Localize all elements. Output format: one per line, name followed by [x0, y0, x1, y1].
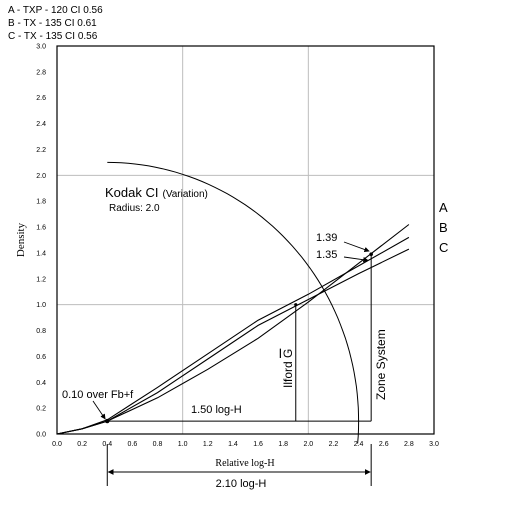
- zone-point: [369, 252, 373, 257]
- zone-system-label: Zone System: [374, 329, 388, 400]
- x-tick-label: 2.2: [329, 441, 339, 448]
- kodak-ci-label: Kodak CI (Variation): [105, 185, 208, 200]
- x-tick-label: 1.2: [203, 441, 213, 448]
- y-tick-label: 0.8: [36, 328, 46, 335]
- x-axis-label: Relative log-H: [215, 458, 274, 469]
- y-tick-label: 2.0: [36, 173, 46, 180]
- y-tick-label: 2.6: [36, 95, 46, 102]
- x-tick-label: 0.8: [153, 441, 163, 448]
- value-139-label: 1.39: [316, 232, 337, 244]
- plot-frame: [56, 45, 435, 435]
- x-tick-label: 2.0: [303, 441, 313, 448]
- radius-arc: [107, 161, 360, 444]
- ilford-g-label: Ilford G: [281, 349, 295, 388]
- series-label-c: C: [439, 240, 448, 255]
- x-tick-label: 2.4: [354, 441, 364, 448]
- y-tick-label: 3.0: [36, 44, 46, 51]
- series-label-b: B: [439, 220, 448, 235]
- y-tick-label: 1.4: [36, 250, 46, 257]
- x-tick-label: 1.4: [228, 441, 238, 448]
- legend-entry-c: C - TX - 135 CI 0.56: [8, 31, 98, 42]
- y-tick-label: 1.2: [36, 276, 46, 283]
- y-tick-label: 2.4: [36, 121, 46, 128]
- x-tick-label: 1.0: [178, 441, 188, 448]
- y-tick-label: 1.8: [36, 199, 46, 206]
- x-tick-label: 2.8: [404, 441, 414, 448]
- legend-entry-a: A - TXP - 120 CI 0.56: [8, 5, 103, 16]
- x-tick-label: 3.0: [429, 441, 439, 448]
- y-tick-label: 1.6: [36, 225, 46, 232]
- series-line-a: [56, 224, 410, 435]
- y-tick-label: 0.2: [36, 406, 46, 413]
- x-tick-label: 0.6: [128, 441, 138, 448]
- series-line-c: [56, 248, 410, 435]
- y-tick-label: 2.8: [36, 69, 46, 76]
- fb-point: [105, 418, 110, 424]
- x-tick-label: 0.2: [77, 441, 87, 448]
- value-135-label: 1.35: [316, 249, 337, 261]
- span-150-label: 1.50 log-H: [191, 404, 242, 416]
- y-axis-label: Density: [15, 222, 27, 257]
- x-tick-label: 2.6: [379, 441, 389, 448]
- x-tick-label: 1.6: [253, 441, 263, 448]
- y-tick-label: 1.0: [36, 302, 46, 309]
- arrow-fb: [92, 400, 106, 420]
- ilford-point: [294, 303, 298, 307]
- y-tick-label: 0.4: [36, 380, 46, 387]
- series-label-a: A: [439, 200, 448, 215]
- x-tick-label: 0.0: [52, 441, 62, 448]
- legend-entry-b: B - TX - 135 CI 0.61: [8, 18, 97, 29]
- y-tick-label: 0.0: [36, 432, 46, 439]
- x-tick-label: 1.8: [278, 441, 288, 448]
- span-210-label: 2.10 log-H: [216, 478, 267, 490]
- fb-label: 0.10 over Fb+f: [62, 389, 134, 401]
- arrow-139: [343, 241, 370, 253]
- radius-label: Radius: 2.0: [109, 203, 160, 214]
- arrow-135: [343, 256, 369, 263]
- y-tick-label: 2.2: [36, 147, 46, 154]
- legend: A - TXP - 120 CI 0.56 B - TX - 135 CI 0.…: [8, 4, 103, 43]
- y-tick-label: 0.6: [36, 354, 46, 361]
